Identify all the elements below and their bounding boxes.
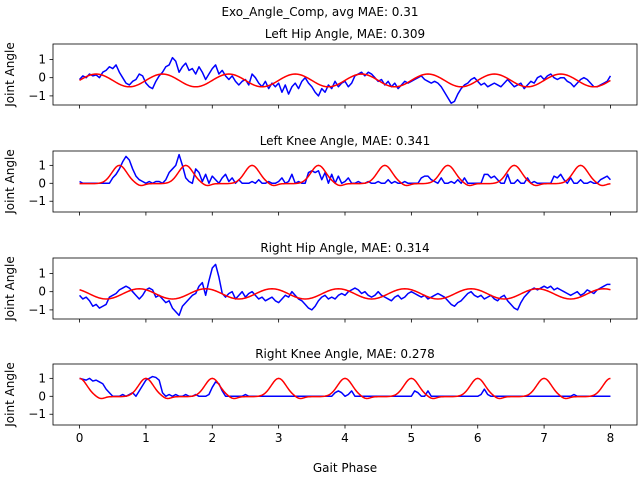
subplot-panels: Left Hip Angle, MAE: 0.309 Joint Angle −1 0… (3, 27, 638, 445)
x-tick-label: 2 (208, 431, 216, 445)
x-tick-label: 8 (607, 431, 615, 445)
subplot-panel: Right Knee Angle, MAE: 0.278 Joint Angle −… (3, 347, 638, 445)
y-axis-label: Joint Angle (3, 42, 17, 108)
subplot-panel: Left Hip Angle, MAE: 0.309 Joint Angle −1 0… (3, 27, 638, 109)
predicted-series-line (79, 73, 611, 88)
axes-frame (52, 363, 638, 426)
actual-series-line (78, 56, 612, 104)
x-tick-label: 3 (275, 431, 283, 445)
y-tick-label: 0 (38, 71, 46, 85)
x-tick-label: 0 (76, 431, 84, 445)
subplot-title: Right Knee Angle, MAE: 0.278 (255, 347, 435, 361)
subplot-title: Left Knee Angle, MAE: 0.341 (260, 134, 431, 148)
y-axis-label: Joint Angle (3, 256, 17, 322)
figure-suptitle: Exo_Angle_Comp, avg MAE: 0.31 (221, 5, 418, 19)
y-tick-label: −1 (28, 303, 46, 317)
x-axis-label: Gait Phase (313, 461, 377, 475)
y-tick-label: 1 (38, 266, 46, 280)
y-tick-label: 1 (38, 52, 46, 66)
subplot-panel: Right Hip Angle, MAE: 0.314 Joint Angle −1… (3, 241, 638, 323)
y-tick-label: 1 (38, 158, 46, 172)
y-tick-label: 0 (38, 285, 46, 299)
x-tick-label: 6 (474, 431, 482, 445)
x-tick-label: 5 (408, 431, 416, 445)
y-tick-label: 0 (38, 389, 46, 403)
actual-series-line (78, 263, 611, 317)
subplot-panel: Left Knee Angle, MAE: 0.341 Joint Angle −1… (3, 134, 638, 216)
predicted-series-line (79, 288, 611, 300)
y-axis-label: Joint Angle (3, 149, 17, 215)
actual-series-line (79, 153, 612, 185)
x-tick-label: 1 (142, 431, 150, 445)
predicted-series-line (79, 164, 611, 187)
y-tick-label: −1 (28, 89, 46, 103)
x-tick-label: 7 (540, 431, 548, 445)
y-axis-label: Joint Angle (3, 362, 17, 428)
predicted-series-line (79, 377, 611, 400)
y-tick-label: −1 (28, 407, 46, 421)
subplot-title: Right Hip Angle, MAE: 0.314 (260, 241, 429, 255)
y-tick-label: −1 (28, 194, 46, 208)
subplot-title: Left Hip Angle, MAE: 0.309 (265, 27, 425, 41)
x-tick-label: 4 (341, 431, 349, 445)
y-tick-label: 0 (38, 176, 46, 190)
y-tick-label: 1 (38, 371, 46, 385)
